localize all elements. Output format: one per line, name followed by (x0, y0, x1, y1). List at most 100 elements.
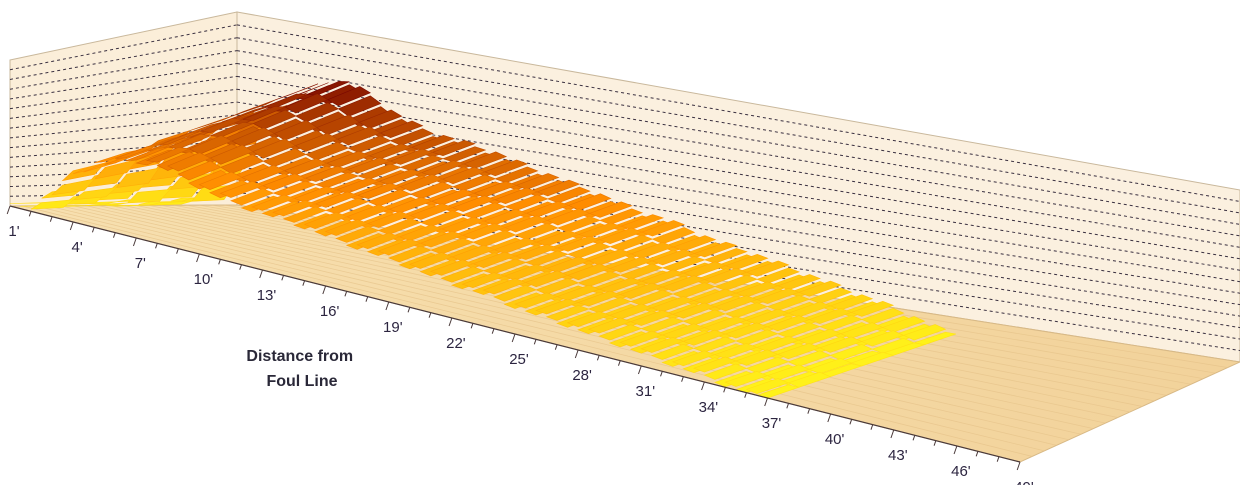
x-axis-tick-label: 46' (951, 463, 971, 480)
back-wall-gridline (236, 191, 1240, 352)
surface-cell (461, 272, 506, 289)
surface-cell (735, 349, 779, 366)
surface-cell (619, 282, 664, 299)
surface-cell (776, 342, 821, 360)
surface-cell (745, 356, 790, 374)
surface-cell (472, 230, 517, 248)
surface-cell (829, 294, 874, 311)
surface-cell (693, 241, 738, 258)
surface-cell (167, 133, 212, 150)
surface-cell (650, 296, 695, 313)
x-axis-title-line-1: Distance from (246, 348, 353, 365)
surface-cell (149, 201, 192, 206)
surface-cell (484, 159, 529, 177)
surface-cell (504, 194, 549, 212)
surface-cell (724, 253, 769, 271)
x-axis-tick (132, 237, 137, 247)
surface-cell (756, 287, 800, 304)
side-wall-gridline (9, 101, 238, 129)
surface-cell (651, 227, 696, 245)
side-wall-gridline (9, 165, 238, 178)
surface-cell (389, 128, 434, 146)
x-axis-tick (975, 451, 979, 457)
surface-cell (693, 288, 737, 305)
surface-cell (766, 364, 811, 381)
surface-cell (493, 285, 538, 302)
side-wall-gridline (9, 37, 238, 80)
surface-cell (106, 204, 150, 207)
surface-cell (51, 178, 96, 196)
x-axis-tick (385, 301, 390, 311)
x-axis-tick (596, 355, 600, 361)
surface-cell (620, 214, 665, 230)
surface-cell (282, 206, 327, 223)
surface-cell (442, 146, 487, 163)
surface-cell (724, 322, 769, 339)
side-wall-gridline (9, 62, 238, 100)
surface-cell (316, 114, 360, 136)
surface-cell (115, 167, 160, 188)
x-axis-tick (6, 205, 11, 215)
x-axis-tick (322, 285, 327, 295)
surface-cell (692, 336, 737, 353)
surface-cell (524, 270, 569, 288)
x-axis-tick-label: 28' (572, 367, 592, 384)
x-axis-tick (701, 381, 705, 391)
surface-cell (577, 222, 622, 239)
x-axis-tick-label: 34' (699, 399, 719, 416)
x-axis-tick (281, 275, 285, 281)
surface-cell (356, 182, 402, 200)
surface-cell (157, 131, 201, 146)
surface-cell (787, 371, 832, 388)
surface-cell (232, 99, 276, 117)
surface-cell (514, 292, 559, 309)
surface-cell (567, 193, 612, 211)
surface-cell (714, 295, 758, 312)
x-axis-tick-label: 43' (888, 447, 908, 464)
surface-cell (735, 281, 779, 298)
surface-cell (327, 86, 371, 107)
x-axis-tick (470, 323, 474, 329)
side-wall-gridline (9, 140, 238, 158)
surface-cell (787, 350, 832, 367)
x-axis-tick (428, 312, 432, 318)
side-wall-gridline (9, 24, 238, 71)
x-axis-tick (953, 445, 958, 455)
surface-cell (524, 250, 569, 267)
surface-cell (462, 202, 507, 219)
x-axis-tick-label: 13' (257, 287, 277, 304)
surface-cell (587, 297, 632, 314)
surface-cell (608, 303, 653, 320)
surface-cell (818, 336, 863, 353)
surface-cell (787, 301, 832, 318)
surface-cell (198, 171, 243, 191)
surface-cell (284, 93, 329, 114)
surface-cell (535, 230, 580, 247)
surface-cell (545, 305, 590, 321)
surface-cell (346, 204, 391, 222)
x-axis-title: Distance from Foul Line (246, 348, 357, 390)
surface-cell (808, 358, 853, 375)
surface-cell (230, 188, 275, 206)
x-axis-tick-label: 10' (194, 271, 214, 288)
surface-cell (503, 264, 548, 281)
surface-cell (252, 138, 296, 159)
surface-cell (335, 177, 381, 194)
x-axis-tick-label: 37' (762, 415, 782, 432)
surface-cell (850, 300, 895, 317)
surface-cell (525, 201, 570, 218)
surface-cell (860, 307, 905, 325)
x-axis-tick (574, 349, 579, 359)
surface-cell (640, 337, 685, 353)
back-wall-gridline (236, 24, 1240, 202)
surface-cell (314, 172, 360, 189)
surface-cell (650, 343, 695, 360)
surface-cell (546, 208, 591, 226)
surface-cell (703, 363, 748, 380)
x-axis-tick (49, 216, 53, 222)
surface-cell (577, 290, 622, 307)
x-axis-tick (890, 429, 895, 439)
surface-cell (546, 186, 591, 204)
surface-cell (145, 146, 191, 163)
back-wall-gridline (236, 37, 1240, 214)
